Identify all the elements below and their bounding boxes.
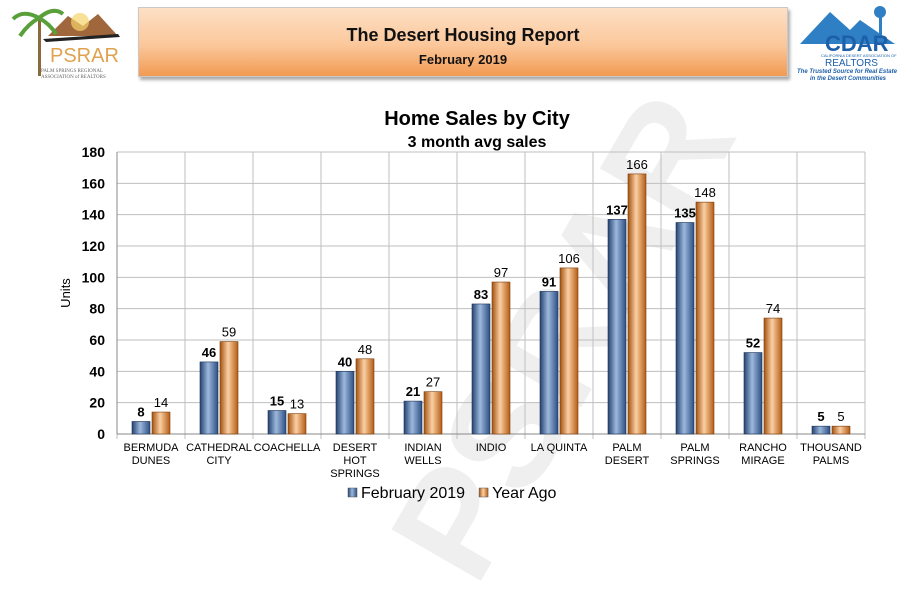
y-tick-label: 140 — [82, 207, 106, 223]
y-tick-label: 80 — [89, 301, 105, 317]
y-axis-label: Units — [58, 278, 73, 308]
bar-chart: Home Sales by City 3 month avg sales Uni… — [58, 108, 866, 502]
x-tick-label: DESERT — [605, 455, 650, 467]
data-label: 135 — [674, 206, 696, 221]
bar-february-2019 — [199, 361, 219, 435]
x-tick-label: RANCHO — [739, 442, 787, 454]
x-tick-label: LA QUINTA — [531, 442, 588, 454]
x-tick-label: CITY — [206, 455, 232, 467]
svg-text:ASSOCIATION of REALTORS: ASSOCIATION of REALTORS — [41, 75, 106, 80]
data-label: 8 — [137, 404, 144, 419]
bar-year-ago — [287, 413, 307, 435]
legend-swatch — [347, 487, 358, 498]
report-title: The Desert Housing Report — [346, 25, 580, 45]
data-label: 40 — [338, 354, 352, 369]
svg-text:The Trusted Source for Real Es: The Trusted Source for Real Estate — [797, 69, 898, 75]
data-label: 5 — [817, 409, 824, 424]
data-label: 21 — [406, 384, 420, 399]
data-label: 15 — [270, 394, 284, 409]
x-tick-label: SPRINGS — [330, 468, 380, 480]
svg-text:PALM SPRINGS REGIONAL: PALM SPRINGS REGIONAL — [41, 69, 103, 74]
y-tick-label: 100 — [82, 269, 106, 285]
bar-year-ago — [831, 425, 851, 435]
x-tick-label: INDIAN — [404, 442, 441, 454]
x-tick-label: PALM — [680, 442, 709, 454]
legend-label: February 2019 — [361, 485, 465, 502]
x-tick-label: CATHEDRAL — [186, 442, 252, 454]
legend-label: Year Ago — [492, 485, 556, 502]
y-tick-label: 60 — [89, 332, 105, 348]
x-tick-label: DESERT — [333, 442, 378, 454]
x-tick-label: SPRINGS — [670, 455, 720, 467]
x-tick-label: HOT — [343, 455, 367, 467]
x-tick-label: PALM — [612, 442, 641, 454]
chart-title: Home Sales by City — [384, 108, 571, 130]
data-label: 14 — [154, 395, 168, 410]
data-label: 106 — [558, 251, 580, 266]
svg-text:CALIFORNIA DESERT ASSOCIATION: CALIFORNIA DESERT ASSOCIATION OF — [821, 53, 897, 58]
bar-february-2019 — [607, 219, 627, 435]
data-label: 46 — [202, 345, 216, 360]
y-tick-label: 160 — [82, 175, 106, 191]
data-label: 83 — [474, 287, 488, 302]
data-label: 27 — [426, 375, 440, 390]
data-label: 137 — [606, 202, 628, 217]
bar-february-2019 — [743, 352, 763, 435]
data-label: 148 — [694, 185, 716, 200]
bar-february-2019 — [131, 421, 151, 435]
data-label: 52 — [746, 336, 760, 351]
data-label: 13 — [290, 397, 304, 412]
x-tick-label: DUNES — [132, 455, 171, 467]
svg-text:CDAR: CDAR — [825, 31, 889, 56]
x-tick-label: BERMUDA — [123, 442, 179, 454]
bar-year-ago — [559, 267, 579, 435]
report-subtitle: February 2019 — [418, 52, 508, 67]
bar-year-ago — [763, 317, 783, 435]
bar-february-2019 — [267, 410, 287, 435]
svg-text:PSRAR: PSRAR — [50, 45, 119, 67]
bar-february-2019 — [471, 303, 491, 435]
y-tick-label: 20 — [89, 395, 105, 411]
y-tick-label: 0 — [97, 426, 105, 442]
bar-february-2019 — [403, 400, 423, 435]
y-tick-label: 120 — [82, 238, 106, 254]
y-tick-label: 180 — [82, 144, 106, 160]
data-label: 74 — [766, 301, 780, 316]
data-label: 5 — [837, 409, 844, 424]
x-tick-label: MIRAGE — [741, 455, 784, 467]
legend-swatch — [478, 487, 489, 498]
bar-year-ago — [423, 391, 443, 435]
data-label: 91 — [542, 274, 556, 289]
bar-year-ago — [627, 173, 647, 435]
bar-february-2019 — [811, 425, 831, 435]
bar-february-2019 — [335, 371, 355, 435]
y-tick-label: 40 — [89, 363, 105, 379]
data-label: 166 — [626, 157, 648, 172]
chart-subtitle: 3 month avg sales — [408, 134, 547, 151]
cdar-logo: CDAR CALIFORNIA DESERT ASSOCIATION OF RE… — [795, 4, 913, 82]
bar-year-ago — [355, 358, 375, 435]
svg-text:REALTORS: REALTORS — [825, 58, 878, 69]
bar-year-ago — [491, 281, 511, 435]
x-tick-label: THOUSAND — [800, 442, 862, 454]
psrar-logo: PSRAR PALM SPRINGS REGIONAL ASSOCIATION … — [8, 4, 123, 80]
bar-year-ago — [695, 201, 715, 435]
report-banner: The Desert Housing Report February 2019 — [138, 7, 788, 77]
bar-year-ago — [151, 411, 171, 435]
svg-text:in the Desert Communities: in the Desert Communities — [810, 76, 887, 82]
x-tick-label: PALMS — [813, 455, 849, 467]
bar-february-2019 — [675, 222, 695, 435]
bar-february-2019 — [539, 291, 559, 435]
bar-year-ago — [219, 341, 239, 435]
data-label: 59 — [222, 325, 236, 340]
data-label: 48 — [358, 342, 372, 357]
x-tick-label: INDIO — [476, 442, 507, 454]
x-tick-label: WELLS — [404, 455, 441, 467]
data-label: 97 — [494, 265, 508, 280]
x-tick-label: COACHELLA — [254, 442, 321, 454]
